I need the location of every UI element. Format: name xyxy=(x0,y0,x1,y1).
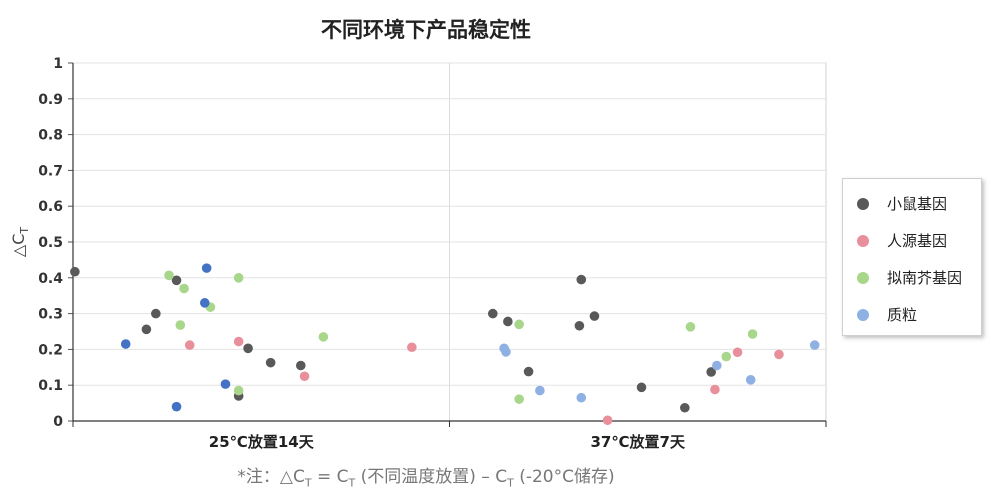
legend-marker xyxy=(857,308,869,321)
footnote-mid: (不同温度放置) – C xyxy=(355,467,508,487)
data-point xyxy=(141,324,152,335)
y-tick-label: 0.8 xyxy=(38,128,63,144)
data-point xyxy=(636,382,647,393)
y-axis-label-sub: T xyxy=(18,227,31,235)
data-point xyxy=(164,270,174,281)
data-point xyxy=(199,298,210,308)
data-point xyxy=(589,311,600,321)
data-point xyxy=(535,385,545,396)
y-tick-label: 0.3 xyxy=(38,307,63,323)
data-point xyxy=(514,319,524,330)
legend-label: 小鼠基因 xyxy=(887,195,948,213)
data-point xyxy=(574,320,585,331)
data-point xyxy=(318,332,329,342)
data-point xyxy=(265,357,276,368)
data-point xyxy=(120,339,131,349)
x-category-label: 37℃放置7天 xyxy=(591,433,686,451)
y-tick-label: 0.7 xyxy=(38,163,63,179)
data-point xyxy=(184,340,195,350)
data-point xyxy=(809,340,820,350)
y-tick-label: 0.9 xyxy=(38,92,63,108)
data-point xyxy=(70,266,80,277)
footnote-prefix: *注：△C xyxy=(237,467,305,487)
footnote-eq: = C xyxy=(311,467,349,487)
data-point xyxy=(201,263,212,273)
legend-label: 人源基因 xyxy=(887,232,948,250)
data-point xyxy=(171,401,182,412)
y-tick-label: 0.2 xyxy=(38,342,63,358)
y-axis-label-main: △C xyxy=(9,234,28,257)
y-tick-label: 1 xyxy=(53,56,63,72)
footnote: *注：△CT = CT (不同温度放置) – CT (-20°C储存) xyxy=(0,462,852,489)
data-point xyxy=(503,316,513,327)
y-tick-label: 0.1 xyxy=(38,378,63,394)
x-category-label: 25℃放置14天 xyxy=(209,433,315,451)
data-point xyxy=(680,402,690,413)
data-point xyxy=(747,329,758,339)
y-tick-label: 0.4 xyxy=(38,271,63,287)
data-point xyxy=(602,415,613,426)
data-point xyxy=(712,360,722,371)
data-point xyxy=(576,392,587,403)
legend-marker xyxy=(857,197,869,210)
chart-title: 不同环境下产品稳定性 xyxy=(321,18,531,42)
y-tick-label: 0 xyxy=(53,414,63,430)
y-tick-label: 0.6 xyxy=(38,199,63,215)
data-point xyxy=(299,371,310,382)
data-point xyxy=(243,343,253,354)
data-point xyxy=(151,308,161,319)
data-point xyxy=(171,275,182,286)
data-point xyxy=(774,349,784,360)
data-point xyxy=(295,360,306,371)
data-point xyxy=(487,308,498,319)
data-point xyxy=(523,366,534,377)
data-point xyxy=(710,384,720,395)
footnote-sub: T xyxy=(507,476,514,490)
data-point xyxy=(721,351,732,362)
legend: 小鼠基因人源基因拟南芥基因质粒 xyxy=(842,178,982,336)
legend-marker xyxy=(857,271,869,284)
legend-item: 拟南芥基因 xyxy=(857,259,981,296)
data-point xyxy=(685,322,696,332)
legend-item: 质粒 xyxy=(857,296,981,333)
data-point xyxy=(576,274,587,285)
footnote-sub: T xyxy=(348,476,356,490)
data-point xyxy=(179,283,189,294)
data-point xyxy=(706,367,716,377)
data-point xyxy=(233,336,244,347)
data-point xyxy=(233,273,244,283)
data-point xyxy=(220,379,231,389)
data-point xyxy=(233,385,244,396)
y-axis-label: △CT xyxy=(9,227,31,257)
data-point xyxy=(407,342,417,353)
footnote-suffix: (-20°C储存) xyxy=(513,467,615,487)
legend-label: 拟南芥基因 xyxy=(887,269,963,287)
data-point xyxy=(745,375,756,385)
footnote-sub: T xyxy=(304,476,312,490)
legend-item: 人源基因 xyxy=(857,222,981,259)
legend-label: 质粒 xyxy=(887,306,918,324)
legend-item: 小鼠基因 xyxy=(857,185,981,222)
y-tick-label: 0.5 xyxy=(38,235,63,251)
legend-marker xyxy=(857,234,869,247)
data-point xyxy=(501,347,511,357)
data-point xyxy=(175,320,186,330)
data-point xyxy=(732,347,743,358)
data-point xyxy=(514,394,524,404)
